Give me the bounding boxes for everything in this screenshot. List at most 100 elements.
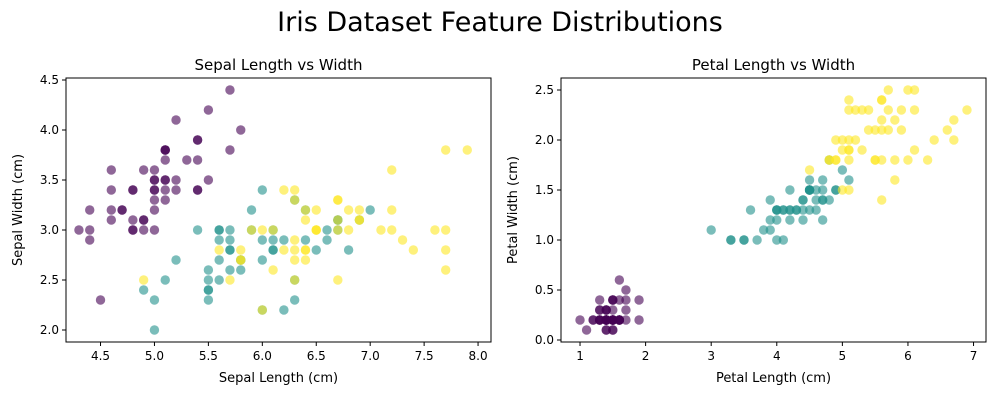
data-point-versicolor xyxy=(752,235,762,245)
data-point-versicolor xyxy=(804,175,815,185)
data-point-virginica xyxy=(844,135,854,145)
x-tick-label: 7.0 xyxy=(361,349,380,363)
data-point-virginica xyxy=(890,175,900,185)
x-tick-label: 5 xyxy=(839,349,847,363)
y-axis-label: Petal Width (cm) xyxy=(506,156,521,264)
axes-frame xyxy=(65,77,492,343)
sepal-scatter-points xyxy=(74,85,472,335)
data-point-virginica xyxy=(804,165,815,175)
data-point-setosa xyxy=(138,225,149,235)
data-point-versicolor xyxy=(817,185,828,195)
data-point-versicolor xyxy=(798,205,808,215)
data-point-setosa xyxy=(614,295,625,305)
data-point-virginica xyxy=(311,225,321,235)
data-point-versicolor xyxy=(765,195,775,205)
data-point-virginica xyxy=(890,115,900,125)
data-point-setosa xyxy=(595,315,605,325)
data-point-setosa xyxy=(608,315,618,325)
data-point-virginica xyxy=(863,125,874,135)
data-point-versicolor xyxy=(765,225,775,235)
data-point-setosa xyxy=(106,215,117,225)
data-point-virginica xyxy=(877,125,887,135)
subplot-title: Petal Length vs Width xyxy=(692,56,855,74)
data-point-virginica xyxy=(268,265,278,275)
data-point-setosa xyxy=(621,285,631,295)
data-point-virginica xyxy=(300,245,311,255)
data-point-virginica xyxy=(257,305,268,315)
data-point-virginica xyxy=(909,145,920,155)
data-point-virginica xyxy=(922,155,933,165)
data-point-setosa xyxy=(192,155,203,165)
data-point-setosa xyxy=(192,185,203,195)
data-point-versicolor xyxy=(765,215,775,225)
subplot-title: Sepal Length vs Width xyxy=(195,56,363,74)
data-point-virginica xyxy=(300,215,311,225)
x-tick-label: 7 xyxy=(970,349,978,363)
data-point-versicolor xyxy=(171,255,181,265)
data-point-versicolor xyxy=(817,175,828,185)
data-point-virginica xyxy=(300,205,311,215)
x-axis-label: Sepal Length (cm) xyxy=(219,371,338,386)
data-point-virginica xyxy=(863,105,874,115)
data-point-setosa xyxy=(138,215,149,225)
data-point-setosa xyxy=(608,295,618,305)
data-point-virginica xyxy=(883,125,893,135)
data-point-virginica xyxy=(903,155,913,165)
data-point-setosa xyxy=(621,295,631,305)
data-point-versicolor xyxy=(279,235,289,245)
x-axis-ticks: 1 2 3 4 5 6 7 xyxy=(576,342,977,363)
data-point-versicolor xyxy=(300,235,311,245)
data-point-versicolor xyxy=(817,195,828,205)
data-point-virginica xyxy=(343,225,354,235)
data-point-setosa xyxy=(595,305,605,315)
data-point-virginica xyxy=(877,155,887,165)
data-point-versicolor xyxy=(844,175,854,185)
data-point-versicolor xyxy=(149,295,160,305)
data-point-virginica xyxy=(877,115,887,125)
data-point-virginica xyxy=(896,125,907,135)
data-point-setosa xyxy=(106,205,117,215)
data-point-virginica xyxy=(376,225,386,235)
data-point-setosa xyxy=(171,115,181,125)
data-point-virginica xyxy=(387,205,397,215)
data-point-virginica xyxy=(354,215,365,225)
data-point-virginica xyxy=(387,165,397,175)
data-point-virginica xyxy=(279,185,289,195)
data-point-virginica xyxy=(909,105,920,115)
data-point-virginica xyxy=(462,145,472,155)
data-point-setosa xyxy=(128,185,138,195)
data-point-setosa xyxy=(203,175,214,185)
data-point-setosa xyxy=(160,195,170,205)
data-point-versicolor xyxy=(322,235,332,245)
data-point-versicolor xyxy=(824,195,834,205)
data-point-setosa xyxy=(614,275,625,285)
x-tick-label: 7.5 xyxy=(415,349,434,363)
figure-suptitle: Iris Dataset Feature Distributions xyxy=(277,7,723,38)
data-point-versicolor xyxy=(785,185,795,195)
data-point-virginica xyxy=(387,225,397,235)
data-point-setosa xyxy=(203,105,214,115)
data-point-virginica xyxy=(408,245,419,255)
y-axis-ticks: 0.0 0.5 1.0 1.5 2.0 2.5 xyxy=(535,83,561,347)
data-point-virginica xyxy=(236,245,246,255)
data-point-virginica xyxy=(877,195,887,205)
data-point-versicolor xyxy=(772,205,782,215)
data-point-versicolor xyxy=(343,245,354,255)
data-point-versicolor xyxy=(203,285,214,295)
data-point-setosa xyxy=(117,205,127,215)
data-point-setosa xyxy=(160,175,170,185)
data-point-versicolor xyxy=(268,245,278,255)
data-point-setosa xyxy=(160,185,170,195)
data-point-virginica xyxy=(289,255,300,265)
data-point-virginica xyxy=(441,265,451,275)
data-point-setosa xyxy=(138,165,149,175)
data-point-virginica xyxy=(844,95,854,105)
data-point-versicolor xyxy=(203,295,214,305)
x-tick-label: 6.0 xyxy=(253,349,272,363)
data-point-virginica xyxy=(890,155,900,165)
x-tick-label: 2 xyxy=(642,349,650,363)
y-tick-label: 3.5 xyxy=(40,173,59,187)
data-point-versicolor xyxy=(804,185,815,195)
x-tick-label: 5.5 xyxy=(199,349,218,363)
